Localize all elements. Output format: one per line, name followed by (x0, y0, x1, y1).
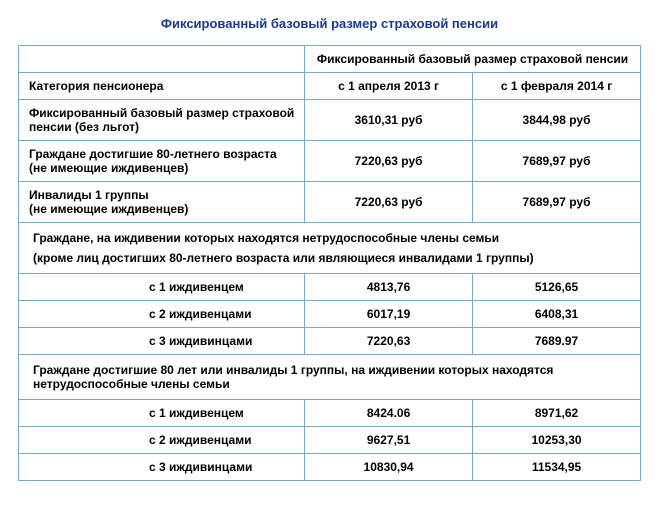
table-row: Фиксированный базовый размер страховой п… (19, 100, 641, 141)
row-value: 7220,63 (305, 328, 473, 355)
dep-label: с 3 иждивинцами (19, 328, 305, 355)
section-head-line: (кроме лиц достигших 80-летнего возраста… (33, 251, 630, 265)
table-row: с 1 иждивенцем 8424.06 8971,62 (19, 400, 641, 427)
row-value: 7220,63 руб (305, 141, 473, 182)
table-row: с 2 иждивенцами 9627,51 10253,30 (19, 427, 641, 454)
header-row-2: Категория пенсионера с 1 апреля 2013 г с… (19, 73, 641, 100)
row-value: 9627,51 (305, 427, 473, 454)
table-row: с 3 иждивинцами 7220,63 7689.97 (19, 328, 641, 355)
row-value: 7689.97 (473, 328, 641, 355)
row-label-line: (не имеющие иждивенцев) (29, 202, 296, 216)
dep-label: с 3 иждивинцами (19, 454, 305, 481)
header-category: Категория пенсионера (19, 73, 305, 100)
section-head-line: Граждане, на иждивении которых находятся… (33, 231, 630, 245)
row-value: 11534,95 (473, 454, 641, 481)
dep-label: с 1 иждивенцем (19, 274, 305, 301)
dep-label: с 2 иждивенцами (19, 427, 305, 454)
row-value: 6017,19 (305, 301, 473, 328)
table-row: Инвалиды 1 группы (не имеющие иждивенцев… (19, 182, 641, 223)
row-value: 7689,97 руб (473, 141, 641, 182)
dep-label: с 1 иждивенцем (19, 400, 305, 427)
section-header: Граждане достигшие 80 лет или инвалиды 1… (19, 355, 641, 400)
header-blank (19, 46, 305, 73)
table-row: Граждане достигшие 80-летнего возраста (… (19, 141, 641, 182)
row-value: 3610,31 руб (305, 100, 473, 141)
table-row: с 2 иждивенцами 6017,19 6408,31 (19, 301, 641, 328)
row-value: 6408,31 (473, 301, 641, 328)
row-value: 7689,97 руб (473, 182, 641, 223)
pension-table: Фиксированный базовый размер страховой п… (18, 45, 641, 481)
row-label: Граждане достигшие 80-летнего возраста (… (19, 141, 305, 182)
row-label-line: Граждане достигшие 80-летнего возраста (29, 147, 296, 161)
row-value: 10830,94 (305, 454, 473, 481)
row-value: 7220,63 руб (305, 182, 473, 223)
row-value: 8424.06 (305, 400, 473, 427)
section-header: Граждане, на иждивении которых находятся… (19, 223, 641, 274)
row-label: Фиксированный базовый размер страховой п… (19, 100, 305, 141)
header-row-1: Фиксированный базовый размер страховой п… (19, 46, 641, 73)
row-label-line: Инвалиды 1 группы (29, 188, 296, 202)
section-header-row: Граждане, на иждивении которых находятся… (19, 223, 641, 274)
table-row: с 3 иждивинцами 10830,94 11534,95 (19, 454, 641, 481)
dep-label: с 2 иждивенцами (19, 301, 305, 328)
table-row: с 1 иждивенцем 4813,76 5126,65 (19, 274, 641, 301)
section-header-row: Граждане достигшие 80 лет или инвалиды 1… (19, 355, 641, 400)
row-value: 8971,62 (473, 400, 641, 427)
header-col1: с 1 апреля 2013 г (305, 73, 473, 100)
header-col2: с 1 февраля 2014 г (473, 73, 641, 100)
page-title: Фиксированный базовый размер страховой п… (18, 16, 641, 31)
row-value: 3844,98 руб (473, 100, 641, 141)
header-group: Фиксированный базовый размер страховой п… (305, 46, 641, 73)
row-label-line: (не имеющие иждивенцев) (29, 161, 296, 175)
row-label: Инвалиды 1 группы (не имеющие иждивенцев… (19, 182, 305, 223)
row-value: 5126,65 (473, 274, 641, 301)
row-value: 10253,30 (473, 427, 641, 454)
row-value: 4813,76 (305, 274, 473, 301)
